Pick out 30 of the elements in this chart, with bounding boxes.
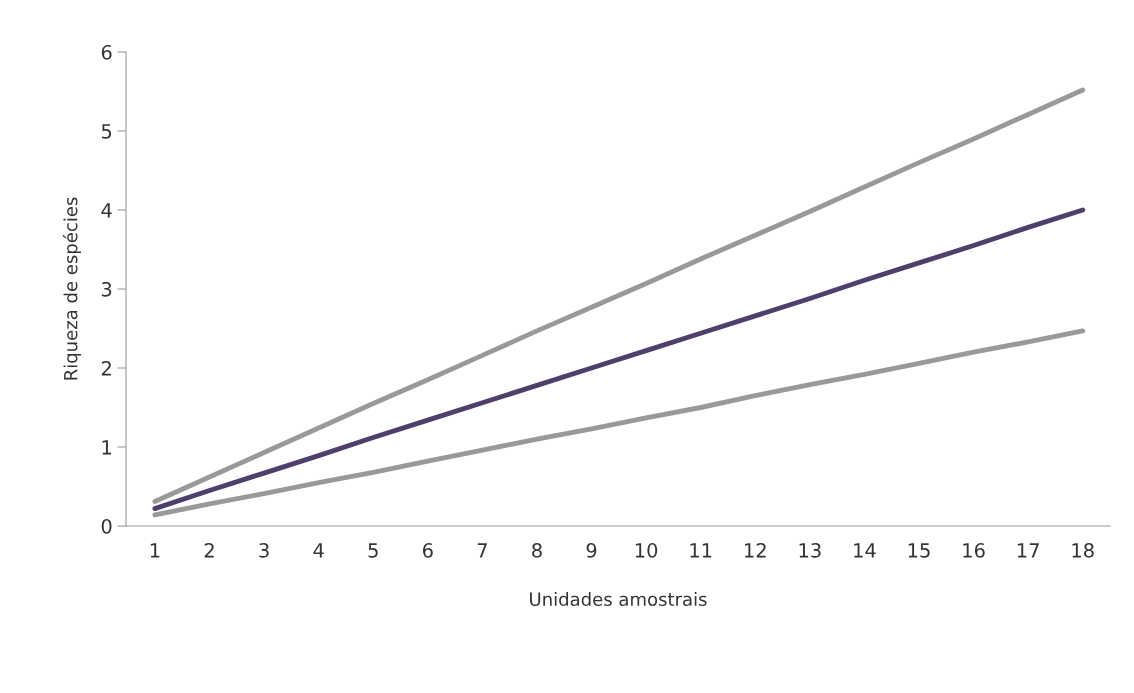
x-tick-label: 18 [1072,543,1094,558]
x-tick-label: 12 [745,543,766,558]
y-tick-label: 6 [101,44,112,60]
y-tick-label: 3 [101,281,112,297]
y-axis-title: Riqueza de espécies [62,197,81,380]
x-tick-label: 2 [204,543,214,558]
x-tick-label: 5 [368,543,378,558]
x-tick-label: 6 [422,543,433,558]
x-tick-label: 1 [150,543,160,558]
x-axis-title: Unidades amostrais [530,592,707,607]
line-series [152,87,1086,504]
line-series [152,207,1086,512]
y-tick-label: 5 [101,124,112,139]
y-tick-label: 0 [101,518,112,534]
x-tick-label: 3 [259,543,269,558]
x-tick-label: 16 [963,543,985,558]
y-tick-label: 2 [101,360,111,376]
y-tick-label: 4 [101,203,112,218]
x-tick-label: 15 [908,543,930,558]
x-tick-label: 10 [635,543,658,558]
x-tick-label: 7 [477,543,487,558]
line-series [152,328,1086,518]
x-tick-label: 14 [854,543,876,558]
y-tick-label: 1 [102,440,112,455]
x-tick-label: 13 [799,543,821,558]
x-tick-label: 8 [532,543,542,558]
x-tick-label: 17 [1017,543,1039,558]
x-tick-label: 9 [586,543,597,558]
x-tick-label: 4 [313,543,324,558]
x-tick-label: 11 [690,543,712,558]
